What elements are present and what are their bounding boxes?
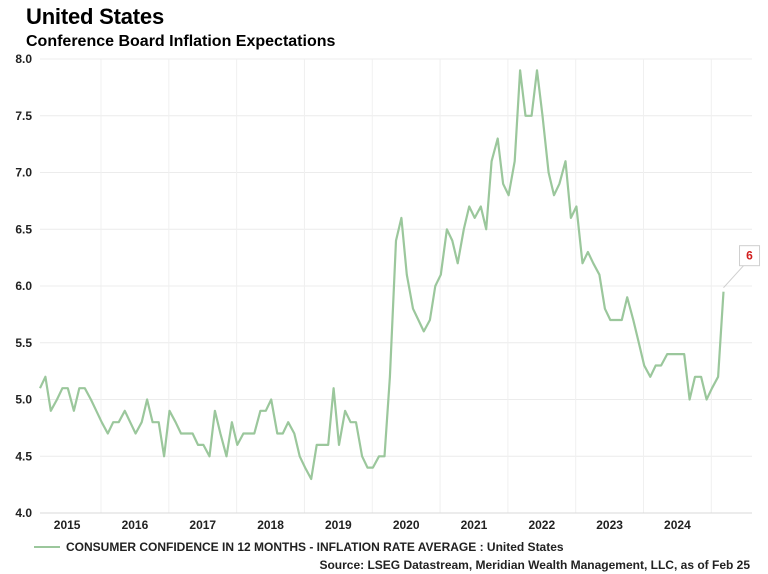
annotations: 6 [723, 245, 761, 289]
legend-label: CONSUMER CONFIDENCE IN 12 MONTHS - INFLA… [66, 540, 564, 554]
y-tick-label: 6.5 [15, 222, 32, 236]
x-tick-label: 2018 [257, 518, 284, 532]
x-tick-label: 2023 [596, 518, 623, 532]
y-tick-label: 8.0 [15, 52, 32, 66]
y-tick-label: 6.0 [15, 279, 32, 293]
x-tick-label: 2016 [122, 518, 149, 532]
axes: 4.0 4.5 5.0 5.5 6.0 6.5 7.0 7.5 8.0 2015 2016 2017 2… [15, 52, 752, 532]
y-tick-label: 4.0 [15, 506, 32, 520]
x-tick-label: 2020 [393, 518, 420, 532]
y-tick-label: 5.5 [15, 336, 32, 350]
x-tick-label: 2019 [325, 518, 352, 532]
callout-box [739, 245, 761, 267]
series-line [39, 69, 725, 481]
x-tick-label: 2022 [528, 518, 555, 532]
x-tick-label: 2021 [461, 518, 488, 532]
source-note: Source: LSEG Datastream, Meridian Wealth… [319, 558, 750, 572]
y-tick-label: 4.5 [15, 449, 32, 463]
legend-swatch [34, 546, 60, 548]
chart-subtitle: Conference Board Inflation Expectations [26, 33, 336, 50]
chart-title: United States [26, 4, 164, 29]
y-tick-label: 7.5 [15, 109, 32, 123]
series-layer [39, 69, 725, 481]
legend: CONSUMER CONFIDENCE IN 12 MONTHS - INFLA… [34, 540, 564, 554]
x-tick-label: 2017 [189, 518, 216, 532]
callout-leader [723, 265, 744, 289]
y-tick-label: 7.0 [15, 166, 32, 180]
y-tick-label: 5.0 [15, 393, 32, 407]
callout-label: 6 [746, 249, 753, 263]
grid [40, 58, 752, 514]
x-tick-label: 2015 [54, 518, 81, 532]
x-tick-label: 2024 [664, 518, 691, 532]
